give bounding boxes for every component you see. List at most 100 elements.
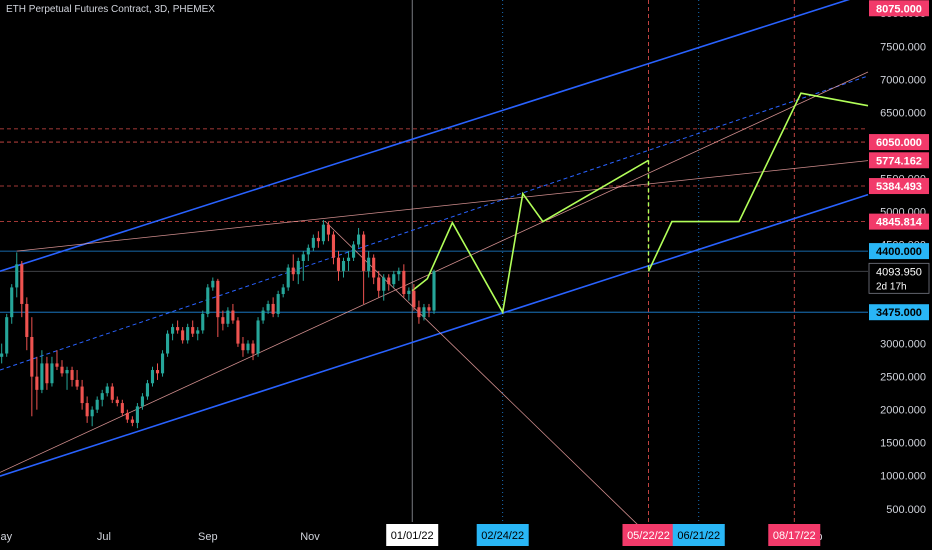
date-tag-label: 08/17/22 [773,530,816,542]
price-tag-0[interactable]: 8075.000 [869,0,929,17]
price-tag-1[interactable]: 6050.000 [869,134,929,151]
candle-44 [221,310,225,331]
candle-25 [125,409,129,423]
candle-body [166,333,170,354]
price-tag-label: 5774.162 [876,155,922,167]
candle-body [105,386,109,394]
candle-80 [402,264,406,298]
candle-body [211,280,215,288]
channel-mid-line [0,75,869,371]
candle-46 [231,303,235,324]
price-tag-label: 4400.000 [876,246,922,258]
channel-lower-line [0,193,869,477]
candle-3 [15,252,19,298]
candle-42 [211,277,215,291]
price-tag-7[interactable]: 3475.000 [869,304,929,321]
candle-24 [120,399,124,417]
candle-41 [206,284,210,318]
date-tag-3[interactable]: 06/21/22 [672,524,725,546]
candle-body [236,320,240,344]
candle-60 [301,251,305,281]
date-tag-0[interactable]: 01/01/22 [386,524,439,546]
candle-body [296,261,300,275]
date-tag-label: 06/21/22 [677,530,720,542]
candle-body [65,370,69,374]
price-tick-label: 500.000 [886,504,926,516]
candle-body [341,261,346,271]
candle-74 [372,254,376,285]
price-tag-6[interactable]: 4093.950 2d 17h [868,262,930,294]
candle-54 [271,297,275,318]
price-tick-label: 1500.000 [880,438,926,450]
date-tag-2[interactable]: 05/22/22 [622,524,675,546]
price-tick-label: 1000.000 [880,471,926,483]
price-axis[interactable]: 500.000 1000.000 1500.000 2000.000 2500.000 3… [868,0,930,516]
price-tag-label: 5384.493 [876,181,922,193]
time-tick-label: May [0,531,13,543]
price-tag-3[interactable]: 5384.493 [869,178,929,195]
candle-76 [382,274,386,301]
candle-81 [407,287,411,301]
price-tag-label: 6050.000 [876,137,922,149]
candle-body [357,234,361,245]
candle-body [70,370,74,380]
candle-body [75,379,79,387]
candle-body [412,290,416,308]
forecast-path-second [647,92,869,272]
candle-body [145,383,150,397]
candle-83 [417,300,421,324]
candle-body [392,274,396,285]
time-axis[interactable]: MayJulSepNovMap01/01/2202/24/2205/22/220… [0,524,822,546]
candle-33 [166,330,170,357]
candle-79 [397,267,401,281]
candle-26 [130,416,134,427]
candle-body [90,409,94,417]
price-tick-label: 2000.000 [880,405,926,417]
candle-body [256,320,260,354]
candle-18 [90,406,94,427]
price-tag-5[interactable]: 4400.000 [869,243,929,260]
candle-body [125,412,129,420]
date-tag-background [386,524,439,546]
candle-body [261,310,265,321]
candle-body [120,403,124,413]
candle-72 [362,231,366,304]
price-tag-2[interactable]: 5774.162 [869,152,929,169]
date-tag-background [672,524,725,546]
candle-body [140,396,144,407]
price-tag-background [868,262,930,294]
candle-body [55,363,59,367]
candle-body [346,257,351,261]
date-tag-4[interactable]: 08/17/22 [768,524,821,546]
candle-68 [341,257,346,278]
candle-body [15,264,19,288]
candle-body [241,343,245,351]
candle-51 [256,317,260,357]
candle-body [25,303,29,337]
candle-13 [65,366,69,390]
candle-body [216,280,220,318]
candle-body [281,287,285,295]
candle-38 [191,320,195,337]
candle-23 [115,396,119,407]
date-tag-1[interactable]: 02/24/22 [476,524,529,546]
candle-5 [25,297,29,351]
candle-73 [367,251,371,278]
date-tag-background [768,524,821,546]
price-tick-label: 6500.000 [880,107,926,119]
price-tag-4[interactable]: 4845.814 [869,213,929,230]
candle-body [30,336,34,377]
candle-19 [95,396,99,413]
countdown-label: 2d 17h [876,281,907,292]
candle-body [186,327,190,341]
price-tag-background [869,178,929,195]
candle-20 [100,389,104,407]
candle-body [251,343,255,354]
candle-58 [291,254,295,281]
candle-29 [145,379,150,400]
candle-body [387,277,391,285]
candle-body [40,363,44,390]
candle-body [50,363,54,384]
candle-body [311,237,315,248]
